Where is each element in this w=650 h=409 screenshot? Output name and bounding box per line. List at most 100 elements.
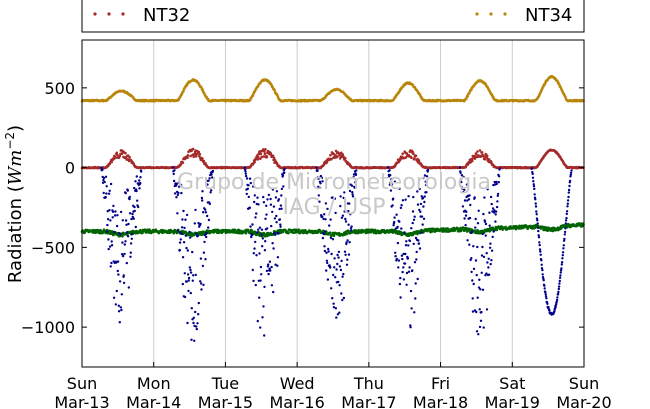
data-point (274, 233, 277, 236)
data-point (202, 211, 205, 214)
data-point (405, 152, 409, 155)
data-point (402, 252, 405, 256)
data-point (404, 252, 407, 256)
data-point (107, 238, 110, 241)
data-point (262, 148, 265, 151)
data-point (116, 269, 120, 273)
data-point (319, 174, 323, 178)
data-point (318, 176, 321, 180)
data-point (483, 220, 487, 223)
data-point (413, 215, 416, 218)
data-point (333, 257, 336, 260)
data-point (195, 325, 198, 328)
data-point (334, 307, 338, 310)
data-point (106, 223, 109, 227)
data-point (556, 292, 560, 296)
y-axis-label-exponent: −2 (3, 132, 17, 150)
data-point (105, 185, 108, 188)
data-point (116, 153, 119, 157)
data-point (491, 235, 494, 239)
data-point (258, 252, 261, 255)
data-point (121, 241, 124, 244)
data-point (474, 259, 478, 262)
data-point (199, 222, 202, 226)
plot-area (82, 40, 584, 367)
data-point (466, 199, 469, 202)
data-point (208, 202, 212, 206)
data-point (329, 236, 333, 240)
data-point (408, 266, 411, 269)
data-point (322, 217, 325, 221)
data-point (279, 225, 282, 228)
data-point (475, 273, 478, 277)
data-point (470, 230, 474, 233)
data-point (475, 330, 479, 333)
data-point (485, 154, 489, 158)
data-point (249, 225, 252, 228)
data-point (484, 234, 487, 237)
data-point (191, 147, 195, 151)
data-point (253, 247, 256, 250)
data-point (537, 236, 541, 239)
data-point (126, 154, 130, 157)
data-point (405, 283, 408, 286)
data-point (182, 241, 186, 244)
data-point (110, 261, 113, 265)
data-point (418, 187, 421, 191)
data-point (267, 272, 270, 276)
data-point (135, 175, 138, 178)
data-point (565, 212, 568, 216)
data-point (540, 267, 544, 270)
data-point (495, 180, 498, 184)
data-point (495, 228, 499, 232)
data-point (548, 309, 551, 312)
data-point (186, 156, 189, 159)
data-point (106, 218, 110, 221)
data-point (563, 237, 566, 241)
data-point (485, 252, 488, 255)
data-point (326, 207, 329, 211)
data-point (204, 211, 208, 214)
data-point (253, 194, 256, 197)
data-point (187, 289, 190, 293)
data-point (189, 268, 192, 272)
data-point (345, 232, 349, 236)
data-point (541, 273, 544, 276)
data-point (490, 202, 493, 206)
data-point (202, 251, 206, 254)
data-point (504, 225, 507, 229)
data-point (416, 203, 420, 206)
data-point (141, 231, 144, 235)
data-point (262, 201, 266, 204)
data-point (122, 274, 126, 277)
data-point (203, 240, 206, 244)
data-point (414, 154, 418, 158)
data-point (109, 219, 112, 222)
data-point (480, 151, 484, 154)
data-point (331, 196, 334, 199)
data-point (281, 174, 285, 177)
data-point (271, 242, 274, 245)
data-point (543, 284, 546, 287)
y-axis-label-unit: Wm (5, 150, 26, 186)
data-point (211, 169, 215, 173)
data-point (183, 226, 186, 230)
x-tick-label-day: Tue (211, 374, 239, 393)
data-point (408, 239, 412, 243)
data-point (256, 158, 260, 161)
data-point (390, 183, 394, 186)
data-point (186, 321, 189, 325)
data-point (535, 213, 538, 216)
data-point (129, 255, 132, 258)
data-point (477, 286, 481, 289)
data-point (211, 176, 214, 179)
data-point (536, 226, 540, 229)
data-point (315, 166, 318, 169)
data-point (232, 231, 235, 234)
data-point (201, 157, 204, 160)
data-point (497, 175, 501, 178)
data-point (483, 157, 487, 161)
data-point (329, 231, 332, 235)
data-point (494, 220, 497, 223)
data-point (119, 306, 123, 309)
